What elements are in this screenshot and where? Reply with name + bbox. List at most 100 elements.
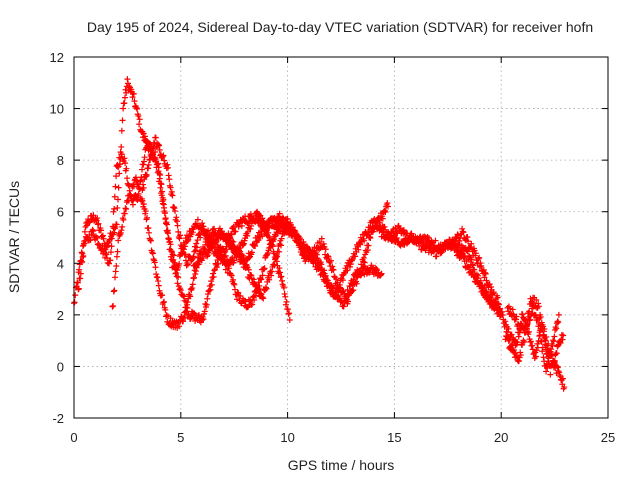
data-point xyxy=(347,261,354,268)
data-point xyxy=(357,241,364,248)
data-point xyxy=(173,270,180,277)
data-point xyxy=(157,184,164,191)
data-point xyxy=(404,239,411,246)
data-point xyxy=(203,301,210,308)
data-point xyxy=(171,205,178,212)
data-point xyxy=(461,254,468,261)
data-point xyxy=(167,246,174,253)
data-point xyxy=(559,336,566,343)
data-point xyxy=(170,264,177,271)
data-point xyxy=(278,235,285,242)
data-point xyxy=(261,230,268,237)
data-point xyxy=(472,250,479,257)
data-point xyxy=(202,300,209,307)
data-point xyxy=(145,161,152,168)
data-point xyxy=(187,286,194,293)
data-point xyxy=(478,262,485,269)
data-point xyxy=(381,208,388,215)
data-point xyxy=(107,249,114,256)
data-point xyxy=(182,308,189,315)
data-point xyxy=(267,244,274,251)
data-point xyxy=(543,361,550,368)
data-point xyxy=(112,274,119,281)
data-point xyxy=(375,214,382,221)
data-point xyxy=(241,260,248,267)
data-point xyxy=(116,170,123,177)
data-point xyxy=(329,287,336,294)
data-point xyxy=(556,369,563,376)
data-point xyxy=(222,266,229,273)
data-point xyxy=(286,317,293,324)
data-point xyxy=(540,354,547,361)
data-point xyxy=(116,154,123,161)
data-point xyxy=(322,272,329,279)
data-point xyxy=(176,235,183,242)
data-point xyxy=(192,247,199,254)
data-point xyxy=(259,294,266,301)
data-point xyxy=(189,285,196,292)
data-point xyxy=(418,239,425,246)
data-point xyxy=(124,175,131,182)
data-point xyxy=(152,264,159,271)
data-point xyxy=(523,325,530,332)
data-point xyxy=(251,242,258,249)
data-point xyxy=(160,152,167,159)
data-point xyxy=(206,287,213,294)
data-point xyxy=(278,273,285,280)
data-point xyxy=(550,338,557,345)
data-point xyxy=(360,258,367,265)
data-point xyxy=(160,299,167,306)
data-point xyxy=(140,161,147,168)
data-point xyxy=(264,249,271,256)
data-point xyxy=(502,318,509,325)
data-point xyxy=(80,252,87,259)
data-point xyxy=(404,230,411,237)
data-point xyxy=(205,227,212,234)
data-point xyxy=(268,272,275,279)
data-point xyxy=(165,172,172,179)
data-point xyxy=(181,309,188,316)
data-point xyxy=(229,238,236,245)
data-point xyxy=(111,193,118,200)
data-point xyxy=(552,326,559,333)
data-point xyxy=(468,240,475,247)
data-point xyxy=(245,219,252,226)
data-point xyxy=(200,316,207,323)
data-point xyxy=(357,269,364,276)
data-point xyxy=(539,348,546,355)
data-point xyxy=(379,226,386,233)
data-point xyxy=(100,235,107,242)
data-point xyxy=(216,244,223,251)
data-point xyxy=(149,249,156,256)
data-point xyxy=(139,181,146,188)
data-point xyxy=(172,208,179,215)
data-point xyxy=(361,259,368,266)
data-point xyxy=(391,233,398,240)
data-point xyxy=(163,312,170,319)
data-point xyxy=(155,168,162,175)
data-point xyxy=(333,276,340,283)
data-point xyxy=(363,232,370,239)
data-point xyxy=(383,232,390,239)
data-point xyxy=(144,138,151,145)
data-point xyxy=(161,298,168,305)
data-point xyxy=(312,249,319,256)
data-point xyxy=(277,274,284,281)
data-point xyxy=(140,184,147,191)
data-point xyxy=(533,353,540,360)
data-point xyxy=(150,144,157,151)
data-point xyxy=(449,243,456,250)
data-point xyxy=(282,301,289,308)
data-point xyxy=(156,175,163,182)
data-point xyxy=(171,265,178,272)
data-point xyxy=(550,337,557,344)
data-point xyxy=(130,183,137,190)
data-point xyxy=(296,236,303,243)
data-point xyxy=(170,252,177,259)
data-point xyxy=(350,287,357,294)
data-point xyxy=(244,220,251,227)
data-point xyxy=(551,357,558,364)
data-point xyxy=(184,238,191,245)
data-point xyxy=(193,240,200,247)
chart-title: Day 195 of 2024, Sidereal Day-to-day VTE… xyxy=(87,19,593,35)
